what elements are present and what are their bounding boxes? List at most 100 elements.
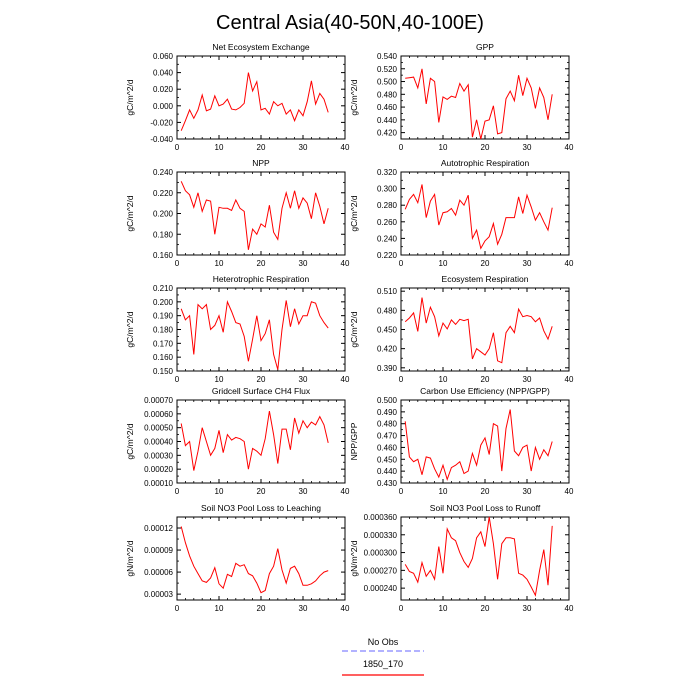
panel-4: Heterotrophic Respiration gC/m^2/d 0 10 20 30… [125,274,350,384]
x-tick-label: 20 [481,375,490,384]
y-axis-label: NPP/GPP [349,422,359,460]
series-line [405,68,553,140]
y-tick-label: 0.300 [377,185,398,194]
x-tick-label: 0 [175,259,180,268]
x-tick-label: 10 [215,259,224,268]
y-tick-label: 0.480 [377,306,398,315]
x-tick-label: 10 [215,604,224,613]
panel-title: Net Ecosystem Exchange [212,42,310,52]
series-line [404,516,553,597]
series-line [404,297,553,364]
panel-3: Autotrophic Respiration gC/m^2/d 0 10 20 30 40… [349,158,574,268]
y-tick-label: 0.00040 [144,438,173,447]
x-tick-label: 0 [399,143,404,152]
panel-title: Autotrophic Respiration [441,158,530,168]
y-tick-label: 0.00006 [144,568,173,577]
x-tick-label: 20 [257,375,266,384]
y-tick-label: 0.200 [153,298,174,307]
y-tick-label: 0.000240 [364,584,398,593]
x-tick-label: 30 [299,143,308,152]
x-tick-label: 10 [215,487,224,496]
y-tick-label: 0.160 [153,353,174,362]
panel-grid: Net Ecosystem Exchange gC/m^2/d 0 10 20 30 40 -… [125,42,574,613]
legend-label-1850-170: 1850_170 [363,659,403,669]
y-tick-label: 0.220 [377,251,398,260]
x-tick-label: 10 [439,375,448,384]
x-tick-label: 40 [565,487,574,496]
figure-title: Central Asia(40-50N,40-100E) [216,12,484,34]
series-line [180,526,329,594]
y-axis-label: gC/m^2/d [125,195,135,231]
x-tick-label: 40 [341,375,350,384]
y-tick-label: 0.040 [153,69,174,78]
series-line [404,184,553,250]
y-tick-label: 0.240 [377,234,398,243]
x-tick-label: 20 [257,259,266,268]
y-tick-label: 0.000 [153,102,174,111]
series-line [180,299,329,370]
y-tick-label: 0.540 [377,52,398,61]
x-tick-label: 20 [481,143,490,152]
x-tick-label: 10 [439,143,448,152]
x-tick-label: 10 [439,604,448,613]
legend-label-no-obs: No Obs [368,637,399,647]
x-tick-label: 40 [341,487,350,496]
panel-8: Soil NO3 Pool Loss to Leaching gN/m^2/d 0 1… [125,503,350,613]
series-line [180,72,329,131]
x-tick-label: 30 [523,604,532,613]
y-tick-label: 0.000270 [364,566,398,575]
x-tick-label: 30 [523,259,532,268]
y-tick-label: 0.200 [153,210,174,219]
y-tick-label: 0.00009 [144,546,173,555]
y-tick-label: 0.00020 [144,465,173,474]
y-axis-label: gC/m^2/d [125,311,135,347]
y-tick-label: 0.440 [377,467,398,476]
y-tick-label: 0.00010 [144,479,173,488]
panel-7: Carbon Use Efficiency (NPP/GPP) NPP/GPP 0 1… [349,386,574,496]
y-tick-label: 0.170 [153,339,174,348]
y-tick-label: 0.00012 [144,524,173,533]
y-tick-label: 0.470 [377,432,398,441]
y-axis-label: gC/m^2/d [125,79,135,115]
panel-5: Ecosystem Respiration gC/m^2/d 0 10 20 30 40 0.… [349,274,574,384]
y-tick-label: 0.00030 [144,451,173,460]
series-line [180,181,329,250]
x-tick-label: 0 [175,487,180,496]
x-tick-label: 30 [523,375,532,384]
y-tick-label: 0.00070 [144,396,173,405]
series-line [404,409,553,482]
x-tick-label: 20 [257,604,266,613]
y-axis-label: gC/m^2/d [349,311,359,347]
panel-title: Gridcell Surface CH4 Flux [212,386,311,396]
y-tick-label: 0.450 [377,326,398,335]
y-axis-label: gC/m^2/d [349,195,359,231]
x-tick-label: 10 [439,487,448,496]
x-tick-label: 0 [399,487,404,496]
y-tick-label: 0.430 [377,479,398,488]
x-tick-label: 40 [565,375,574,384]
x-tick-label: 20 [481,604,490,613]
y-tick-label: 0.00003 [144,590,173,599]
panel-title: Soil NO3 Pool Loss to Leaching [201,503,321,513]
y-tick-label: 0.480 [377,420,398,429]
y-tick-label: 0.000330 [364,531,398,540]
y-tick-label: 0.000300 [364,549,398,558]
y-tick-label: 0.150 [153,367,174,376]
x-tick-label: 0 [175,143,180,152]
y-tick-label: 0.390 [377,364,398,373]
panel-6: Gridcell Surface CH4 Flux gC/m^2/d 0 10 20 30… [125,386,350,496]
x-tick-label: 40 [341,604,350,613]
y-tick-label: 0.500 [377,396,398,405]
x-tick-label: 20 [257,487,266,496]
y-tick-label: -0.020 [150,118,173,127]
panel-title: GPP [476,42,494,52]
y-tick-label: 0.480 [377,90,398,99]
series-line [180,411,329,471]
panel-title: Ecosystem Respiration [442,274,529,284]
x-tick-label: 20 [481,259,490,268]
y-axis-label: gC/m^2/d [125,423,135,459]
y-tick-label: 0.460 [377,103,398,112]
y-tick-label: 0.00060 [144,410,173,419]
y-tick-label: 0.510 [377,287,398,296]
